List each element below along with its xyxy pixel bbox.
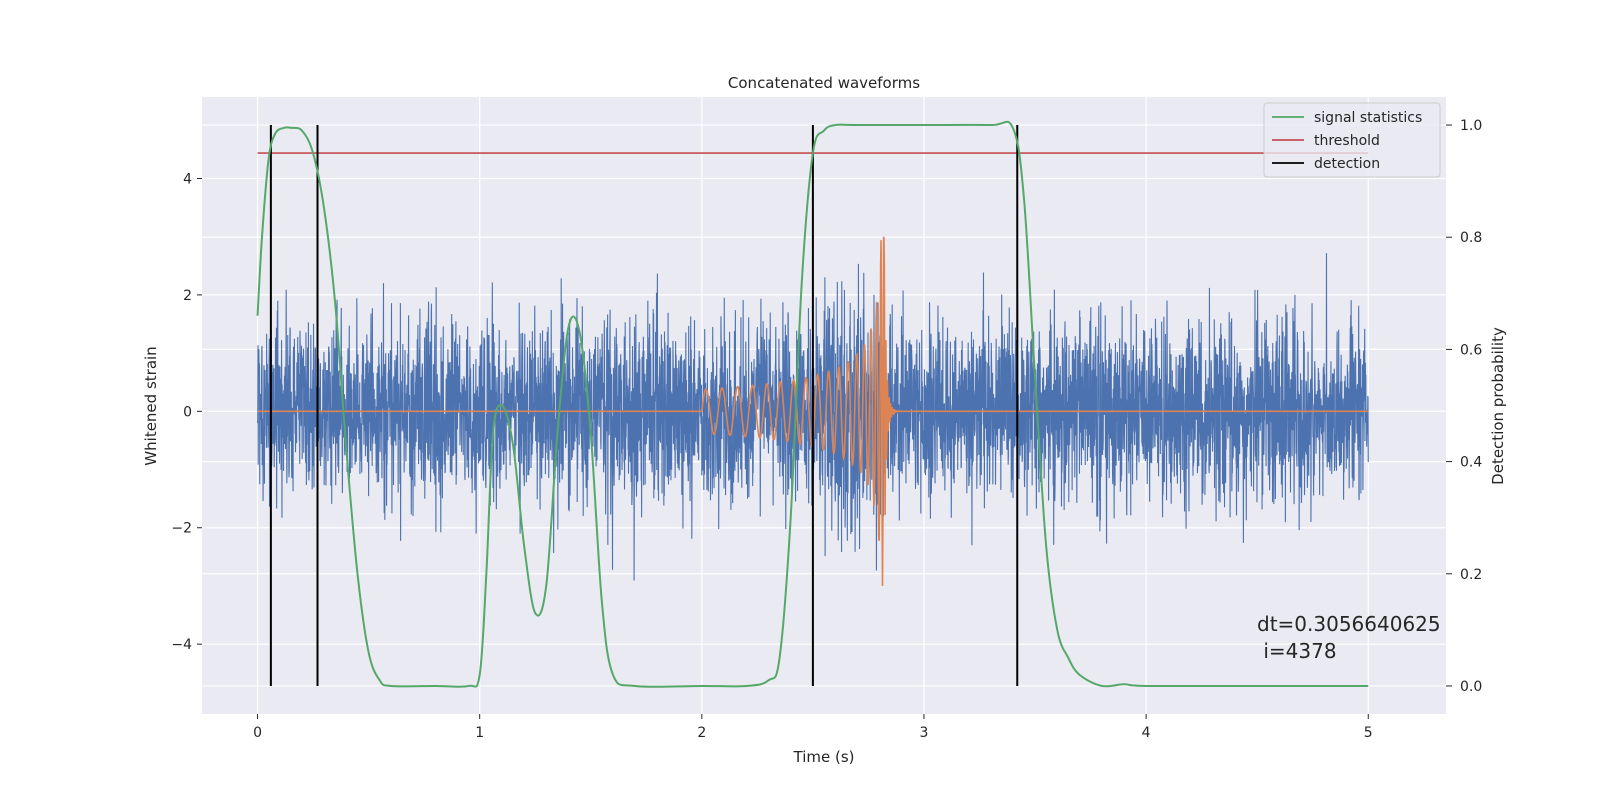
y2-tick-label: 0.4 — [1460, 455, 1482, 471]
signal-statistics-curve — [256, 120, 1369, 688]
annotation-dt: dt=0.3056640625 — [1257, 612, 1441, 636]
y-axis-label: Whitened strain — [142, 346, 160, 465]
x-tick-label: 1 — [475, 725, 484, 741]
x-tick-label: 5 — [1364, 725, 1373, 741]
x-tick-label: 2 — [697, 725, 706, 741]
annotation-index: i=4378 — [1257, 639, 1337, 663]
y-tick-label: 4 — [183, 171, 192, 187]
y-tick-label: −2 — [171, 521, 192, 537]
axes: 0 1 2 3 4 5 −4 −2 0 2 4 0.0 0.2 0.4 0.6 0.8 1.0 — [171, 118, 1482, 741]
legend-label-threshold: threshold — [1314, 133, 1380, 149]
y2-tick-label: 0.2 — [1460, 567, 1482, 583]
y2-axis-label: Detection probability — [1489, 327, 1507, 485]
legend-box — [1263, 102, 1441, 178]
chart-title: Concatenated waveforms — [728, 74, 920, 92]
chart-marks — [256, 120, 1369, 688]
y-tick-label: 0 — [183, 404, 192, 420]
legend-label-detection: detection — [1314, 156, 1380, 172]
y2-tick-label: 0.6 — [1460, 342, 1482, 358]
x-tick-label: 4 — [1142, 725, 1151, 741]
y2-tick-label: 0.8 — [1460, 230, 1482, 246]
grid-lines — [202, 97, 1446, 714]
x-axis-label: Time (s) — [793, 748, 855, 766]
y2-tick-label: 1.0 — [1460, 118, 1482, 134]
y-tick-label: −4 — [171, 637, 192, 653]
x-tick-label: 0 — [253, 725, 262, 741]
x-tick-label: 3 — [920, 725, 929, 741]
y-tick-label: 2 — [183, 288, 192, 304]
y2-tick-label: 0.0 — [1460, 679, 1482, 695]
legend: signal statistics threshold detection — [1263, 102, 1441, 178]
legend-label-signal-statistics: signal statistics — [1314, 110, 1422, 126]
